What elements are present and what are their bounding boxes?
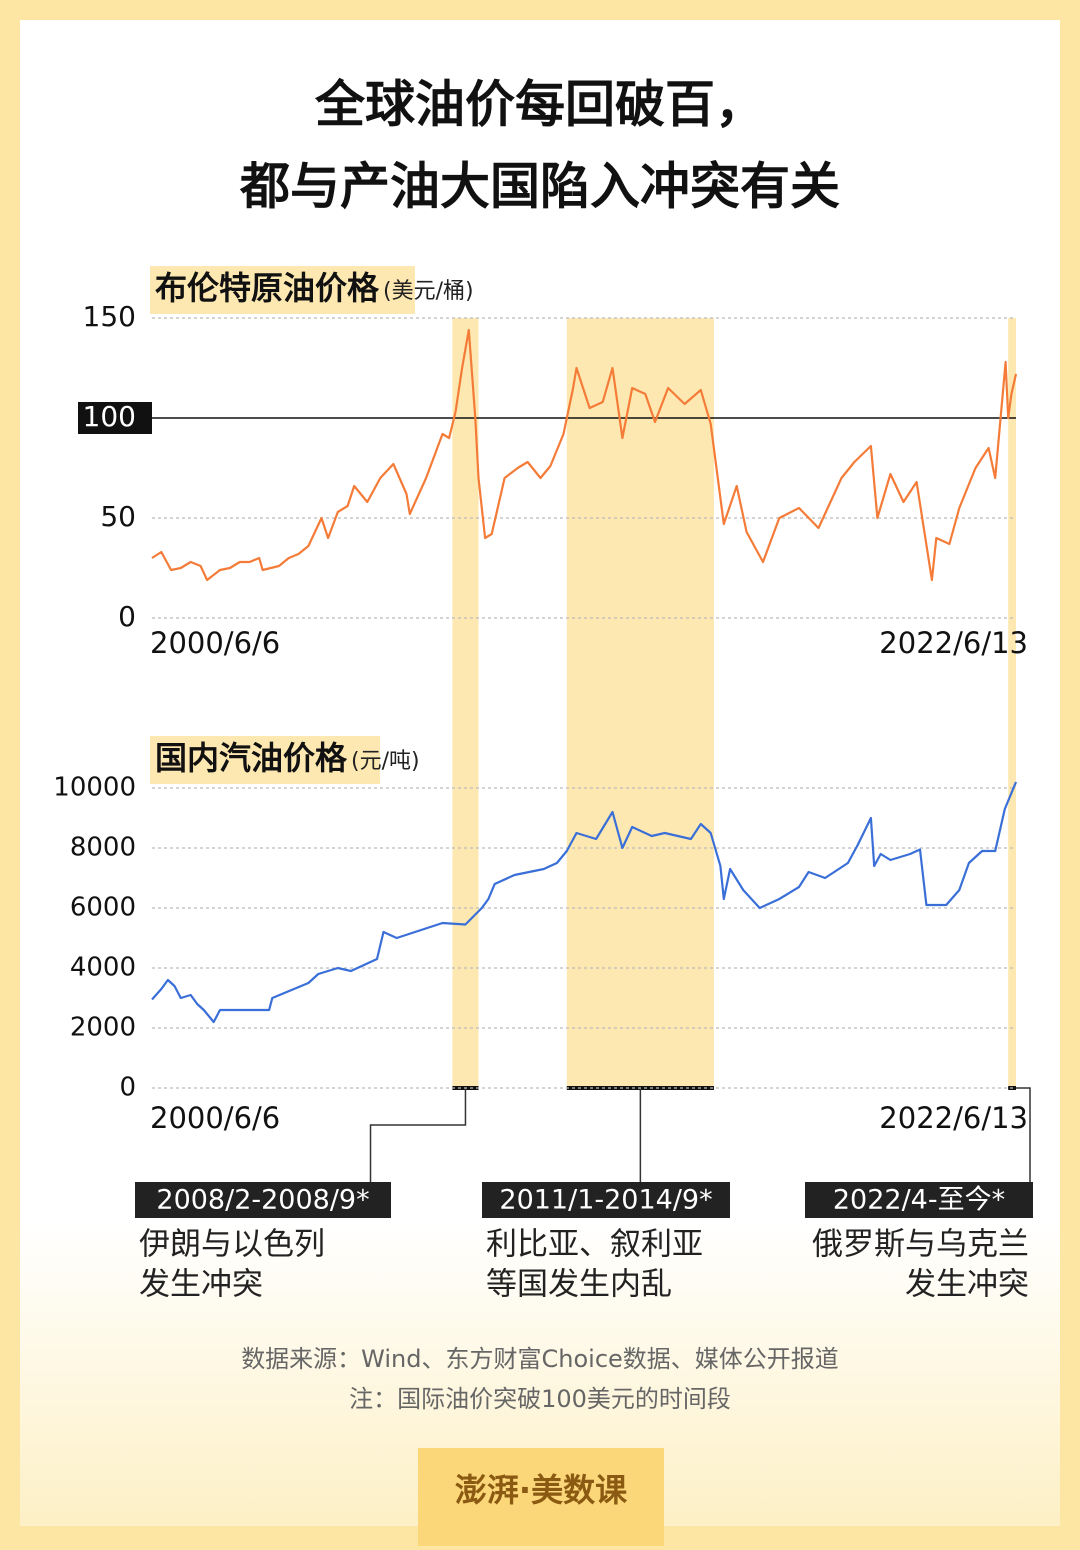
x-tick-label: 2022/6/13	[879, 626, 1028, 660]
band-label-box	[135, 1182, 391, 1218]
connector	[369, 1088, 467, 1182]
data-line	[151, 328, 1018, 582]
chart-title-bg	[150, 266, 415, 314]
highlight-band	[566, 318, 714, 1088]
band-label: 2022/4-至今*	[833, 1185, 1005, 1216]
y-tick-label: 150	[83, 300, 136, 333]
highlight-band	[1008, 318, 1016, 1088]
title-line: 都与产油大国陷入冲突有关	[239, 158, 840, 216]
band-label-box	[482, 1182, 730, 1218]
logo: 澎湃·美数课	[455, 1471, 628, 1509]
highlight-band	[452, 318, 479, 1088]
band-label: 2011/1-2014/9*	[499, 1185, 712, 1216]
chart-unit: (美元/桶)	[383, 279, 474, 304]
connector	[1016, 1087, 1031, 1182]
x-tick-label: 2022/6/13	[879, 1101, 1028, 1135]
logo-box	[418, 1448, 664, 1546]
band-note: 等国发生内乱	[486, 1267, 672, 1303]
band-label: 2008/2-2008/9*	[156, 1185, 369, 1216]
note: 注：国际油价突破100美元的时间段	[349, 1385, 731, 1413]
y-tick-label: 8000	[70, 833, 136, 863]
band-note: 发生冲突	[139, 1267, 263, 1303]
reference-label-box	[78, 402, 152, 434]
band-label-box	[805, 1182, 1033, 1218]
y-tick-label: 4000	[70, 953, 136, 983]
y-tick-label: 100	[83, 400, 136, 433]
y-tick-label: 0	[118, 600, 136, 633]
y-tick-label: 6000	[70, 893, 136, 923]
x-tick-label: 2000/6/6	[150, 626, 280, 660]
chart-title: 布伦特原油价格	[155, 269, 380, 307]
chart-title: 国内汽油价格	[155, 739, 348, 777]
y-tick-label: 50	[100, 500, 136, 533]
y-tick-label: 0	[119, 1073, 136, 1103]
band-note: 发生冲突	[905, 1267, 1029, 1303]
title-line: 全球油价每回破百，	[314, 76, 765, 134]
source: 数据来源：Wind、东方财富Choice数据、媒体公开报道	[241, 1345, 839, 1373]
y-tick-label: 10000	[53, 773, 136, 803]
band-note: 利比亚、叙利亚	[486, 1227, 703, 1263]
y-tick-label: 2000	[70, 1013, 136, 1043]
data-line	[151, 781, 1018, 1024]
band-note: 伊朗与以色列	[139, 1227, 325, 1263]
chart-title-bg	[150, 736, 380, 784]
x-tick-label: 2000/6/6	[150, 1101, 280, 1135]
chart-unit: (元/吨)	[351, 749, 420, 774]
band-note: 俄罗斯与乌克兰	[812, 1227, 1029, 1263]
